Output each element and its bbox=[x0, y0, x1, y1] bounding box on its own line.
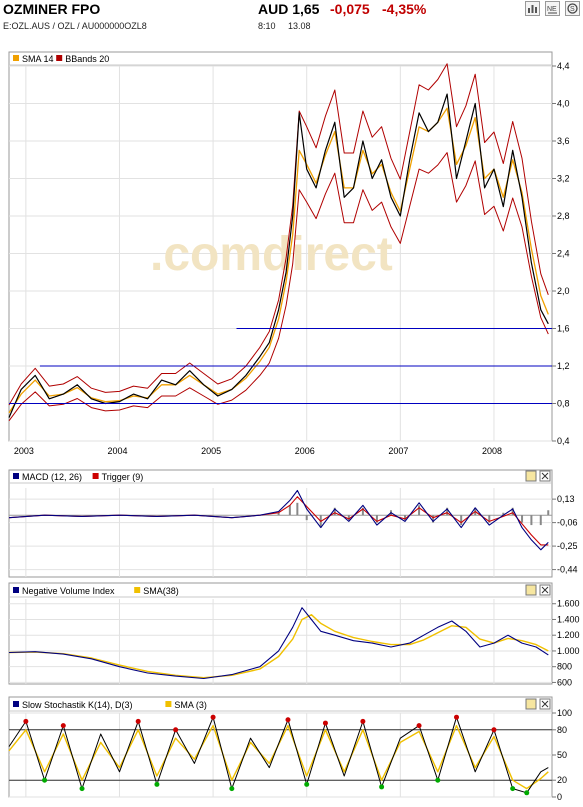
overbought-marker bbox=[360, 718, 366, 724]
security-identifiers: E:OZL.AUS / OZL / AU000000OZL8 bbox=[3, 21, 147, 31]
nvi-line bbox=[8, 607, 549, 680]
overbought-marker bbox=[60, 723, 66, 729]
oversold-marker bbox=[42, 777, 48, 783]
legend-label-nvi: SMA(38) bbox=[143, 586, 179, 596]
price-line bbox=[8, 93, 549, 418]
panel-frame-stochastic bbox=[8, 696, 553, 798]
y-tick-label-nvi: 1.400 bbox=[557, 614, 580, 624]
quote-time: 8:10 bbox=[258, 21, 276, 31]
overbought-marker bbox=[210, 714, 216, 720]
svg-text:NE: NE bbox=[547, 6, 557, 13]
nvi-sma-line bbox=[8, 614, 549, 679]
y-tick-label-price: 1,2 bbox=[557, 361, 570, 371]
bbands-lower-line bbox=[8, 152, 549, 422]
y-tick-label-nvi: 1.600 bbox=[557, 599, 580, 609]
y-tick-label-nvi: 1.000 bbox=[557, 646, 580, 656]
macd-line bbox=[8, 489, 549, 551]
settings-icon[interactable]: S bbox=[565, 1, 580, 16]
close-x-icon bbox=[541, 472, 549, 480]
y-tick-label-price: 2,8 bbox=[557, 211, 570, 221]
legend-label-macd: MACD (12, 26) bbox=[22, 472, 82, 482]
stochastic-d-line bbox=[8, 724, 549, 790]
overbought-marker bbox=[23, 718, 29, 724]
y-tick-label-price: 4,4 bbox=[557, 61, 570, 71]
bbands-upper-line bbox=[8, 63, 549, 406]
legend-swatch-nvi bbox=[134, 587, 141, 593]
security-title: OZMINER FPO bbox=[3, 1, 101, 17]
y-tick-label-macd: 0,13 bbox=[557, 494, 575, 504]
overbought-marker bbox=[491, 727, 497, 733]
x-tick-label: 2004 bbox=[107, 446, 127, 456]
legend-swatch-nvi bbox=[13, 587, 19, 593]
panel-settings-icon[interactable] bbox=[525, 584, 537, 596]
y-tick-label-macd: -0,06 bbox=[557, 518, 578, 528]
legend-swatch-stochastic bbox=[165, 701, 172, 707]
y-tick-label-price: 3,2 bbox=[557, 174, 570, 184]
overbought-marker bbox=[173, 727, 179, 733]
y-tick-label-stochastic: 100 bbox=[557, 708, 572, 718]
oversold-marker bbox=[79, 786, 85, 792]
legend-swatch-macd bbox=[92, 473, 99, 479]
legend-swatch-macd bbox=[13, 473, 19, 479]
y-tick-label-stochastic: 80 bbox=[557, 725, 567, 735]
y-tick-label-nvi: 800 bbox=[557, 662, 572, 672]
legend-label-stochastic: SMA (3) bbox=[174, 700, 207, 710]
panel-frame-macd bbox=[8, 469, 553, 578]
oversold-marker bbox=[304, 781, 310, 787]
y-tick-label-price: 4,0 bbox=[557, 99, 570, 109]
legend-swatch-price bbox=[13, 55, 19, 61]
panel-settings-icon[interactable] bbox=[525, 698, 537, 710]
legend-label-macd: Trigger (9) bbox=[102, 472, 144, 482]
oversold-marker bbox=[154, 781, 160, 787]
overbought-marker bbox=[285, 717, 291, 723]
overbought-marker bbox=[416, 723, 422, 729]
y-tick-label-macd: -0,25 bbox=[557, 541, 578, 551]
y-tick-label-stochastic: 0 bbox=[557, 792, 562, 802]
overbought-marker bbox=[322, 720, 328, 726]
panel-frame-nvi bbox=[8, 582, 553, 685]
y-tick-label-price: 0,4 bbox=[557, 436, 570, 446]
legend-swatch-stochastic bbox=[13, 701, 19, 707]
x-tick-label: 2007 bbox=[388, 446, 408, 456]
watermark-text: .comdirect bbox=[150, 228, 393, 281]
oversold-marker bbox=[524, 790, 530, 796]
y-tick-label-price: 0,8 bbox=[557, 399, 570, 409]
x-tick-label: 2008 bbox=[482, 446, 502, 456]
svg-text:S: S bbox=[570, 6, 575, 13]
last-price: AUD 1,65 bbox=[258, 1, 320, 17]
panel-frame-price bbox=[8, 51, 553, 442]
legend-swatch-price bbox=[56, 55, 63, 61]
oversold-marker bbox=[379, 784, 385, 790]
panel-settings-icon[interactable] bbox=[525, 470, 537, 482]
y-tick-label-stochastic: 20 bbox=[557, 775, 567, 785]
overbought-marker bbox=[454, 714, 460, 720]
y-tick-label-price: 2,4 bbox=[557, 249, 570, 259]
legend-label-stochastic: Slow Stochastik K(14), D(3) bbox=[22, 700, 133, 710]
legend-label-price: SMA 14 bbox=[22, 54, 54, 64]
close-x-icon bbox=[541, 700, 549, 708]
news-icon[interactable]: NE bbox=[545, 1, 560, 16]
close-x-icon bbox=[541, 586, 549, 594]
bar-chart-icon[interactable] bbox=[525, 1, 540, 16]
price-change-percent: -4,35% bbox=[382, 1, 427, 17]
y-tick-label-price: 1,6 bbox=[557, 324, 570, 334]
y-tick-label-nvi: 600 bbox=[557, 677, 572, 687]
y-tick-label-price: 3,6 bbox=[557, 136, 570, 146]
legend-label-price: BBands 20 bbox=[65, 54, 109, 64]
quote-date: 13.08 bbox=[288, 21, 311, 31]
x-tick-label: 2003 bbox=[14, 446, 34, 456]
oversold-marker bbox=[435, 777, 441, 783]
x-tick-label: 2005 bbox=[201, 446, 221, 456]
y-tick-label-price: 2,0 bbox=[557, 286, 570, 296]
y-tick-label-macd: -0,44 bbox=[557, 565, 578, 575]
y-tick-label-nvi: 1.200 bbox=[557, 630, 580, 640]
overbought-marker bbox=[135, 718, 141, 724]
price-change: -0,075 bbox=[330, 1, 370, 17]
oversold-marker bbox=[510, 786, 516, 792]
legend-label-nvi: Negative Volume Index bbox=[22, 586, 115, 596]
oversold-marker bbox=[229, 786, 235, 792]
x-tick-label: 2006 bbox=[295, 446, 315, 456]
y-tick-label-stochastic: 50 bbox=[557, 750, 567, 760]
